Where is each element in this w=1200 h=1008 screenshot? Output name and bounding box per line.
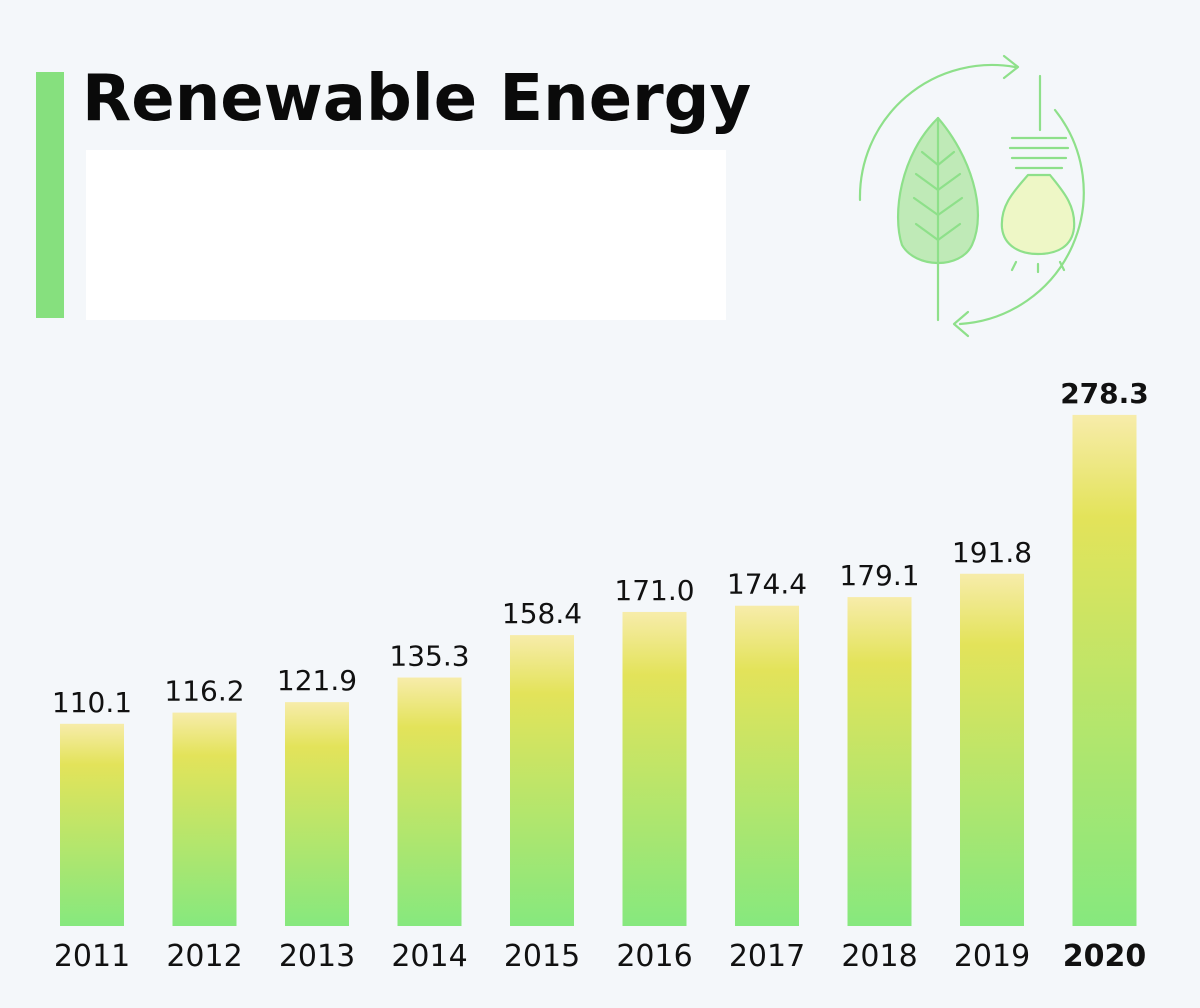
value-label-2014: 135.3 bbox=[389, 640, 469, 673]
bar-2014 bbox=[397, 677, 462, 926]
value-label-2018: 179.1 bbox=[839, 559, 919, 592]
category-label-2017: 2017 bbox=[729, 939, 805, 974]
category-label-2015: 2015 bbox=[504, 939, 580, 974]
bar-2013 bbox=[285, 702, 349, 926]
value-label-2016: 171.0 bbox=[614, 574, 694, 607]
bar-2016 bbox=[622, 611, 687, 926]
bar-2018 bbox=[847, 597, 912, 926]
title-accent-bar bbox=[36, 72, 64, 318]
value-label-2017: 174.4 bbox=[727, 568, 807, 601]
value-label-2013: 121.9 bbox=[277, 664, 357, 697]
category-label-2018: 2018 bbox=[841, 939, 917, 974]
category-label-2012: 2012 bbox=[166, 939, 242, 974]
category-label-2016: 2016 bbox=[616, 939, 692, 974]
category-label-2011: 2011 bbox=[54, 939, 130, 974]
value-label-2011: 110.1 bbox=[52, 686, 132, 719]
category-label-2020: 2020 bbox=[1063, 939, 1147, 974]
bar-2017 bbox=[735, 605, 799, 926]
bar-2020 bbox=[1072, 414, 1137, 926]
value-label-2015: 158.4 bbox=[502, 597, 582, 630]
subtitle-area bbox=[86, 150, 726, 320]
bar-2012 bbox=[172, 712, 237, 926]
bar-2015 bbox=[510, 635, 574, 926]
page-title: Renewable Energy bbox=[82, 62, 752, 136]
value-label-2020: 278.3 bbox=[1060, 377, 1149, 410]
value-label-2019: 191.8 bbox=[952, 536, 1032, 569]
leaf-lightbulb-cycle-icon bbox=[840, 40, 1140, 350]
bar-2011 bbox=[60, 723, 124, 926]
category-label-2013: 2013 bbox=[279, 939, 355, 974]
value-label-2012: 116.2 bbox=[164, 675, 244, 708]
category-label-2014: 2014 bbox=[391, 939, 467, 974]
category-label-2019: 2019 bbox=[954, 939, 1030, 974]
bar-2019 bbox=[960, 573, 1024, 926]
